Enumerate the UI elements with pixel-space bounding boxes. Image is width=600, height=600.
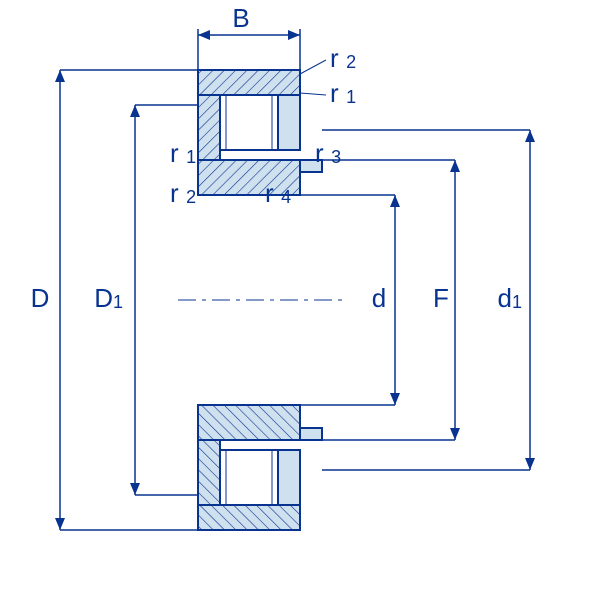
svg-text:2: 2 <box>346 52 356 72</box>
svg-text:2: 2 <box>186 187 196 207</box>
svg-text:r: r <box>170 138 179 168</box>
svg-text:3: 3 <box>331 147 341 167</box>
svg-text:D: D <box>31 283 50 313</box>
dim-D1: D1 <box>94 283 123 313</box>
bearing-diagram: BDD1dFd1r2r1r1r2r3r4 <box>0 0 600 600</box>
svg-text:4: 4 <box>281 187 291 207</box>
svg-text:1: 1 <box>346 87 356 107</box>
svg-text:r: r <box>330 78 339 108</box>
svg-text:r: r <box>315 138 324 168</box>
svg-text:D: D <box>94 283 113 313</box>
svg-text:F: F <box>433 283 449 313</box>
dim-d: d <box>372 283 386 313</box>
dim-D: D <box>31 283 50 313</box>
svg-text:r: r <box>170 178 179 208</box>
dim-d1: d1 <box>498 283 522 313</box>
dim-F: F <box>433 283 449 313</box>
dim-B: B <box>232 3 249 33</box>
svg-text:r: r <box>265 178 274 208</box>
svg-text:1: 1 <box>186 147 196 167</box>
svg-text:1: 1 <box>113 292 123 312</box>
svg-text:1: 1 <box>512 292 522 312</box>
svg-text:d: d <box>498 283 512 313</box>
svg-text:B: B <box>232 3 249 33</box>
r1-left: r1 <box>170 138 196 168</box>
r2-top: r2 <box>330 43 356 73</box>
r1-top: r1 <box>330 78 356 108</box>
svg-text:d: d <box>372 283 386 313</box>
r3-right: r3 <box>315 138 341 168</box>
svg-text:r: r <box>330 43 339 73</box>
r2-left: r2 <box>170 178 196 208</box>
